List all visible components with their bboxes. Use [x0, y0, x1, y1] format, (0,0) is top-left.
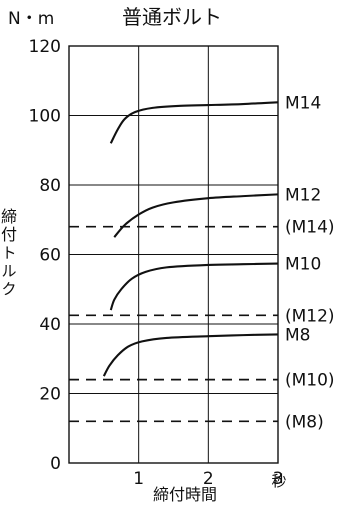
y-tick-label: 20: [39, 385, 61, 405]
series-label-m10: M10: [285, 255, 321, 275]
x-axis-unit: 秒: [271, 472, 286, 490]
series-line-m14: [109, 101, 279, 144]
x-tick-label: 3: [273, 469, 284, 489]
series-label-m12: M12: [285, 185, 321, 205]
x-tick-label: 1: [133, 469, 144, 489]
series-label-m14: (M14): [285, 218, 335, 238]
y-axis-title-char: ト: [1, 244, 16, 262]
chart-series-group: [69, 101, 279, 423]
y-axis-title-char: 付: [1, 225, 17, 244]
x-tick-label: 2: [203, 469, 214, 489]
series-label-m10: (M10): [285, 371, 335, 391]
y-tick-label: 100: [29, 107, 61, 127]
y-tick-label: 120: [29, 37, 61, 57]
y-tick-label: 0: [50, 454, 61, 474]
y-tick-label: 40: [39, 315, 61, 335]
series-label-m8: M8: [285, 325, 310, 345]
y-tick-label: 60: [39, 246, 61, 266]
series-label-m12: (M12): [285, 306, 335, 326]
series-label-m14: M14: [285, 93, 321, 113]
y-axis-title-char: ク: [1, 280, 16, 298]
series-line-m8: [102, 333, 279, 377]
series-label-m8: (M8): [285, 412, 324, 432]
chart-grid: [68, 45, 279, 464]
x-axis-title: 締付時間: [153, 485, 217, 504]
y-axis-title-char: ル: [1, 262, 16, 280]
chart-labels-group: 0 20 40 60 80 100 120 1 2 3 M14 M12 M10 M8 (M14) (M12) (…: [29, 37, 335, 489]
y-tick-label: 80: [39, 176, 61, 196]
y-unit-label: N・m: [8, 9, 54, 29]
plot-frame: [68, 45, 279, 464]
series-line-m10: [109, 262, 279, 311]
chart-title: 普通ボルト: [122, 5, 222, 29]
series-line-m12: [113, 193, 279, 238]
y-axis-title-char: 締: [1, 207, 17, 226]
